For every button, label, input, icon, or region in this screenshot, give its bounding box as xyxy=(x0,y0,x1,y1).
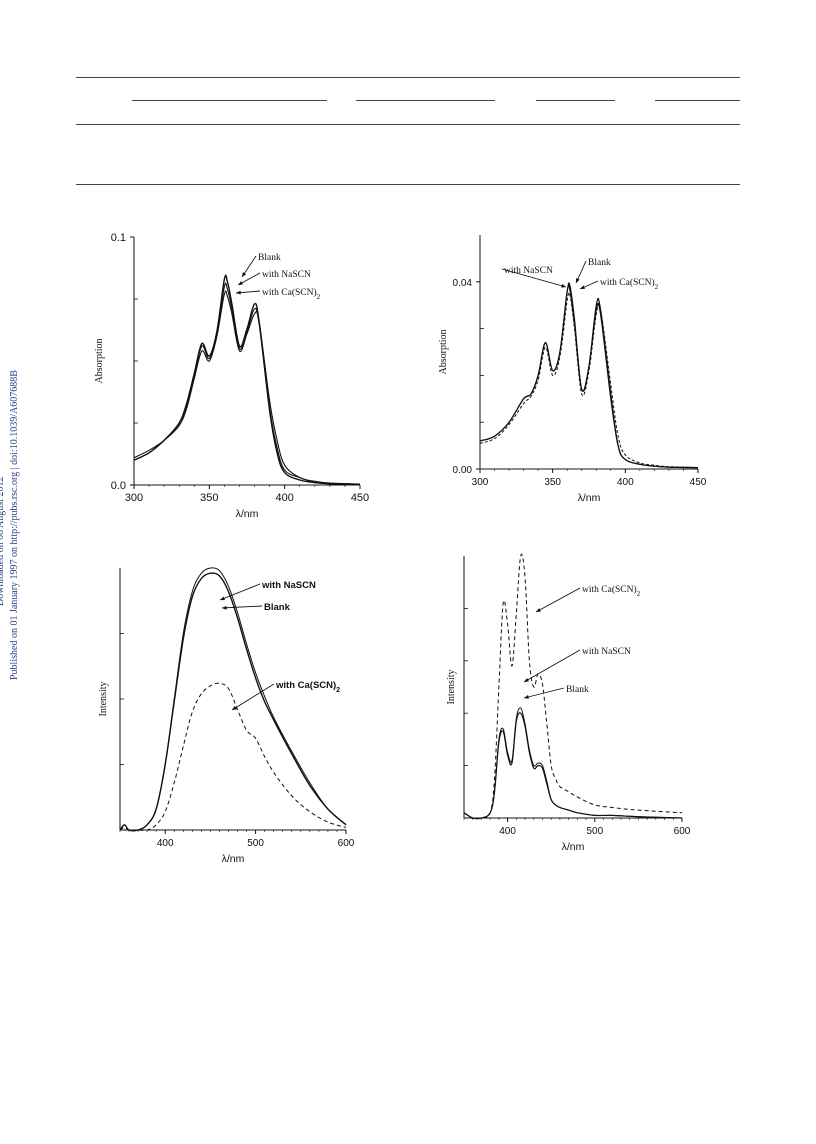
x-tick-label: 400 xyxy=(617,477,634,488)
x-axis-label: λ/nm xyxy=(562,841,585,853)
series-line-1 xyxy=(479,282,699,469)
y-tick-label: 0.1 xyxy=(111,232,126,244)
x-tick-label: 350 xyxy=(544,477,561,488)
x-tick-label: 300 xyxy=(472,477,489,488)
arrow-head xyxy=(576,278,580,283)
annotation-arrow xyxy=(231,683,275,711)
x-tick-label: 350 xyxy=(200,492,218,504)
y-tick-label: 0.00 xyxy=(453,465,473,476)
annotation-label: with Ca(SCN)2 xyxy=(600,277,659,291)
annotation-label: with NaSCN xyxy=(504,266,553,276)
annotation-label: with Ca(SCN)2 xyxy=(262,287,321,301)
x-tick-label: 300 xyxy=(125,492,143,504)
annotation-arrow xyxy=(501,268,567,288)
arrow-head xyxy=(238,281,243,285)
table-top-rule xyxy=(76,77,740,78)
table-spanner-rule-1 xyxy=(132,100,327,101)
table-spanner-rule-2 xyxy=(356,100,495,101)
annotation-arrow xyxy=(221,605,263,609)
x-axis-label: λ/nm xyxy=(222,853,245,865)
series-line-2 xyxy=(119,572,347,832)
fluorescence-chart-1: 400 500 600 λ/nm Intensity with NaSCN Blank wit… xyxy=(98,567,355,865)
arrow-head xyxy=(232,705,237,710)
x-tick-label: 600 xyxy=(674,826,691,837)
series-line-3 xyxy=(463,712,683,820)
arrow-head xyxy=(580,285,585,289)
y-tick-label: 0.04 xyxy=(453,278,473,289)
series-line-2 xyxy=(133,282,361,485)
x-tick-label: 500 xyxy=(586,826,603,837)
annotation-label: with NaSCN xyxy=(582,647,631,657)
x-tick-label: 400 xyxy=(499,826,516,837)
x-tick-label: 500 xyxy=(247,838,264,849)
annotation-arrow xyxy=(523,649,581,683)
x-tick-label: 400 xyxy=(275,492,293,504)
y-axis-label: Intensity xyxy=(446,670,457,705)
x-tick-label: 450 xyxy=(690,477,707,488)
arrow-head xyxy=(561,283,566,288)
arrow-head xyxy=(222,605,227,610)
absorption-chart-2: 300 350 400 450 0.00 0.04 λ/nm Absorption with N… xyxy=(438,235,707,504)
fluorescence-chart-2: 400 500 600 λ/nm Intensity with Ca(SCN)2 with … xyxy=(446,553,691,853)
arrow-head xyxy=(524,678,529,682)
series-line-3 xyxy=(479,292,699,469)
x-tick-label: 600 xyxy=(338,838,355,849)
annotation-label: with NaSCN xyxy=(261,580,316,591)
y-tick-label: 0.0 xyxy=(111,480,126,492)
download-watermark: Downloaded on 08 August 2012 Published o… xyxy=(0,370,22,680)
annotation-arrow xyxy=(535,587,581,613)
y-axis-label: Absorption xyxy=(94,339,105,384)
series-line-1 xyxy=(463,553,683,820)
annotation-label: with Ca(SCN)2 xyxy=(275,680,340,694)
watermark-line-1: Downloaded on 08 August 2012 xyxy=(0,476,6,606)
annotation-label: Blank xyxy=(264,602,291,613)
y-axis-label: Absorption xyxy=(438,330,449,375)
table-header-rule xyxy=(76,124,740,125)
arrow-head xyxy=(220,596,225,601)
arrow-head xyxy=(242,272,247,277)
annotation-label: Blank xyxy=(588,258,611,268)
x-tick-label: 400 xyxy=(157,838,174,849)
annotation-arrow xyxy=(523,687,565,699)
series-line-3 xyxy=(119,682,347,831)
arrow-head xyxy=(236,290,241,295)
series-line-2 xyxy=(479,284,699,469)
y-axis-label: Intensity xyxy=(98,682,109,717)
x-axis-label: λ/nm xyxy=(236,508,259,520)
arrow-head xyxy=(536,608,541,612)
series-line-1 xyxy=(133,274,361,485)
annotation-label: Blank xyxy=(566,685,589,695)
table-bottom-rule xyxy=(76,184,740,185)
absorption-chart-1: 300 350 400 450 0.0 0.1 λ/nm Absorption Blank wit… xyxy=(94,232,369,520)
annotation-arrow xyxy=(219,583,261,601)
table-spanner-rule-4 xyxy=(655,100,740,101)
x-tick-label: 450 xyxy=(351,492,369,504)
annotation-label: with NaSCN xyxy=(262,270,311,280)
series-line-3 xyxy=(133,290,361,485)
table-spanner-rule-3 xyxy=(536,100,615,101)
arrow-head xyxy=(524,694,529,699)
annotation-label: with Ca(SCN)2 xyxy=(582,584,641,598)
x-axis-label: λ/nm xyxy=(578,492,601,504)
watermark-line-2: Published on 01 January 1997 on http://p… xyxy=(9,370,20,680)
annotation-label: Blank xyxy=(258,253,281,263)
